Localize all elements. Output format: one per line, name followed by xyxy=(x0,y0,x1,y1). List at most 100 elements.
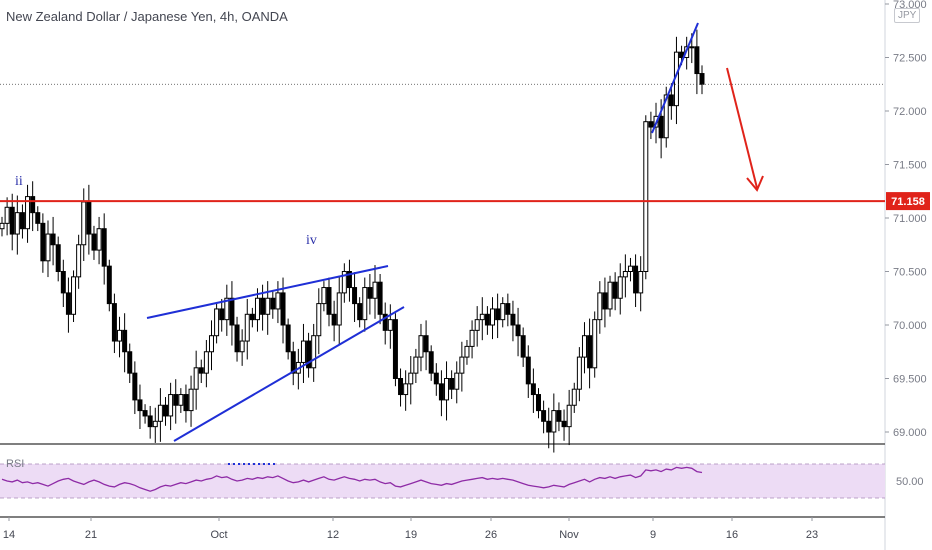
candle-body xyxy=(193,367,199,390)
candle-body xyxy=(515,324,521,337)
chart-title: New Zealand Dollar / Japanese Yen, 4h, O… xyxy=(6,9,288,24)
candle-body xyxy=(612,281,618,299)
candle-body xyxy=(617,276,623,299)
candle-body xyxy=(387,319,393,331)
candle-body xyxy=(203,351,209,374)
candle-body xyxy=(321,287,327,305)
candle-body xyxy=(0,222,5,230)
candle-body xyxy=(30,196,36,214)
candle-body xyxy=(76,244,82,278)
wave-label-iv: iv xyxy=(306,233,317,248)
candle-body xyxy=(592,319,598,369)
candle-body xyxy=(423,335,429,353)
candle-body xyxy=(106,265,112,305)
time-tick-label: 21 xyxy=(85,529,97,541)
candle-body xyxy=(117,329,123,342)
candle-body xyxy=(71,276,77,315)
candle-body xyxy=(679,51,685,59)
candle-body xyxy=(178,394,184,406)
candle-body xyxy=(658,115,664,139)
price-axis: 73.000 72.500 72.000 71.500 71.000 70.500 70.0… xyxy=(885,0,927,439)
candle-body xyxy=(587,335,593,369)
forecast-arrow[interactable] xyxy=(726,67,758,189)
candle-body xyxy=(566,404,572,428)
upper-trendline[interactable] xyxy=(146,265,389,319)
candle-body xyxy=(581,335,587,358)
candle-body xyxy=(699,73,705,85)
candle-body xyxy=(341,271,347,294)
candle-body xyxy=(306,340,312,369)
candle-body xyxy=(433,372,439,385)
candle-body xyxy=(495,308,501,321)
price-tick-label: 73.000 xyxy=(893,0,927,11)
price-tick-label: 71.000 xyxy=(893,213,927,225)
candle-body xyxy=(668,94,674,107)
candle-body xyxy=(694,46,700,75)
candle-body xyxy=(183,394,189,412)
candle-body xyxy=(25,196,31,230)
candle-body xyxy=(9,206,15,235)
candle-body xyxy=(633,265,639,294)
price-tick-label: 70.500 xyxy=(893,267,927,279)
candle-body xyxy=(91,233,97,251)
candle-body xyxy=(627,265,633,272)
time-tick-label: 12 xyxy=(327,529,339,541)
channel-line[interactable] xyxy=(651,22,699,134)
candle-body xyxy=(352,287,358,305)
candle-body xyxy=(331,313,337,326)
candle-body xyxy=(413,356,419,374)
candle-body xyxy=(535,394,541,412)
candle-body xyxy=(377,281,383,315)
price-tick-label: 69.000 xyxy=(893,427,927,439)
currency-badge[interactable]: JPY xyxy=(894,8,921,23)
candle-body xyxy=(122,329,128,353)
candle-body xyxy=(571,388,577,406)
candle-body xyxy=(239,340,245,353)
candle-body xyxy=(55,244,61,272)
candle-body xyxy=(510,313,516,326)
candle-body xyxy=(469,329,475,347)
candle-body xyxy=(45,233,51,262)
candle-body xyxy=(40,222,46,262)
candle-body xyxy=(111,303,117,342)
candle-body xyxy=(208,335,214,353)
candle-body xyxy=(484,313,490,326)
candle-body xyxy=(50,233,56,246)
candle-body xyxy=(157,404,163,422)
candle-body xyxy=(270,297,276,310)
candle-body xyxy=(576,356,582,390)
candle-body xyxy=(132,372,138,401)
candle-body xyxy=(346,271,352,289)
candle-body xyxy=(546,420,552,433)
candle-body xyxy=(234,324,240,353)
time-tick-label: 9 xyxy=(650,529,656,541)
candle-body xyxy=(444,378,450,401)
candle-body xyxy=(372,281,378,299)
candle-body xyxy=(137,399,143,412)
candle-body xyxy=(300,340,306,363)
candle-body xyxy=(689,46,695,49)
candle-body xyxy=(101,228,107,267)
lower-trendline[interactable] xyxy=(173,306,405,442)
candle-body xyxy=(14,212,20,235)
candle-body xyxy=(551,410,557,433)
time-axis: 14 21 Oct 12 19 26 Nov 9 16 23 xyxy=(3,517,818,541)
candle-body xyxy=(214,308,220,337)
candle-body xyxy=(19,212,25,230)
candle-body xyxy=(147,415,153,428)
candle-body xyxy=(188,388,194,412)
wave-label-ii: ii xyxy=(15,174,23,189)
rsi-label: RSI xyxy=(6,458,25,470)
candle-body xyxy=(607,281,613,310)
candle-body xyxy=(244,313,250,342)
candle-body xyxy=(168,394,174,417)
rsi-line xyxy=(1,466,703,492)
candle-body xyxy=(127,351,133,374)
candle-body xyxy=(65,292,71,315)
rsi-tick: 50.00 xyxy=(896,476,924,488)
candle-body xyxy=(35,212,41,224)
candle-body xyxy=(622,271,628,278)
candle-body xyxy=(479,313,485,321)
candle-body xyxy=(438,383,444,401)
